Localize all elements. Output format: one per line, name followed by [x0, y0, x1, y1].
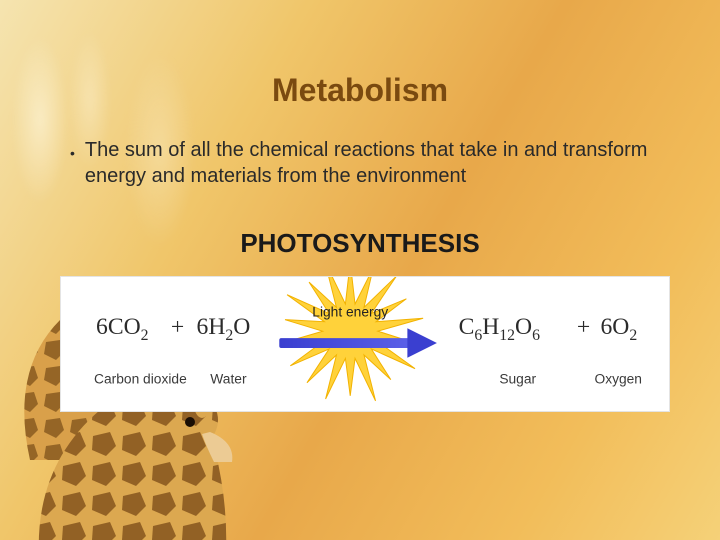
product-1-label: Sugar — [499, 371, 536, 386]
arrow-label: Light energy — [312, 304, 388, 319]
product-1-formula: C6H12O6 — [459, 314, 541, 344]
bullet-text: The sum of all the chemical reactions th… — [85, 138, 690, 189]
bullet-marker: • — [70, 146, 75, 160]
plus-sign-2: + — [577, 314, 590, 340]
bullet-list: • The sum of all the chemical reactions … — [70, 138, 690, 189]
reactant-1-label: Carbon dioxide — [94, 371, 187, 386]
bullet-item: • The sum of all the chemical reactions … — [70, 138, 690, 189]
reactant-1-formula: 6CO2 — [96, 314, 149, 344]
reactant-2-label: Water — [210, 371, 247, 386]
slide-title: Metabolism — [0, 72, 720, 109]
product-2-formula: 6O2 — [600, 314, 637, 344]
reactant-2-formula: 6H2O — [197, 314, 251, 344]
photosynthesis-equation-panel: Light energy 6CO2 + 6H2O C6H12O6 + 6O2 — [60, 276, 670, 412]
product-2-label: Oxygen — [594, 371, 642, 386]
plus-sign-1: + — [171, 314, 184, 340]
section-subtitle: PHOTOSYNTHESIS — [0, 228, 720, 259]
